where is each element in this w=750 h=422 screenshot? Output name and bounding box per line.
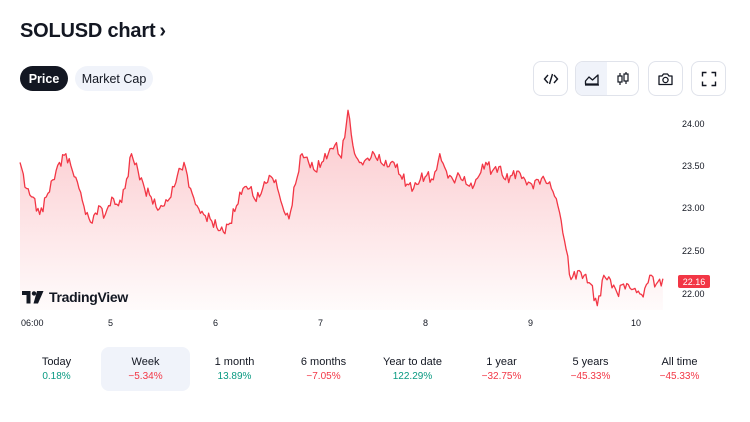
chevron-right-icon: › — [159, 20, 166, 42]
period-label: 5 years — [572, 356, 609, 368]
y-tick-label: 22.50 — [682, 246, 705, 256]
period-change: 0.18% — [42, 371, 71, 382]
chart-style-toggle — [575, 61, 639, 96]
period-1-year[interactable]: 1 year −32.75% — [457, 347, 546, 391]
period-performance-bar: Today 0.18% Week −5.34% 1 month 13.89% 6… — [12, 347, 724, 391]
last-price-tag: 22.16 — [678, 275, 710, 288]
period-today[interactable]: Today 0.18% — [12, 347, 101, 391]
fullscreen-button[interactable] — [691, 61, 726, 96]
candlestick-icon — [616, 71, 629, 85]
period-label: 1 month — [214, 356, 255, 368]
x-tick-label: 10 — [631, 318, 642, 328]
y-tick-label: 24.00 — [682, 119, 705, 129]
period-change: 122.29% — [392, 371, 433, 382]
x-tick-label: 06:00 — [21, 318, 44, 328]
tradingview-logo-icon — [22, 290, 44, 303]
x-tick-label: 8 — [423, 318, 429, 328]
period-label: All time — [661, 356, 698, 368]
period-change: −32.75% — [481, 371, 522, 382]
period-week[interactable]: Week −5.34% — [101, 347, 190, 391]
snapshot-button[interactable] — [648, 61, 683, 96]
period-label: 6 months — [300, 356, 347, 368]
candlestick-chart-button[interactable] — [607, 62, 638, 95]
fullscreen-icon — [701, 71, 716, 86]
embed-button[interactable] — [533, 61, 568, 96]
chart-title-link[interactable]: SOLUSD chart › — [20, 20, 166, 43]
tradingview-logo-text: TradingView — [49, 289, 128, 305]
x-tick-label: 7 — [318, 318, 324, 328]
tab-price[interactable]: Price — [20, 66, 68, 91]
period-year-to-date[interactable]: Year to date 122.29% — [368, 347, 457, 391]
period-change: −45.33% — [570, 371, 611, 382]
period-label: 1 year — [486, 356, 517, 368]
price-area-fill — [20, 110, 663, 310]
price-chart[interactable] — [0, 100, 680, 315]
period-5-years[interactable]: 5 years −45.33% — [546, 347, 635, 391]
period-label: Year to date — [383, 356, 442, 368]
period-change: −7.05% — [306, 371, 341, 382]
tab-market-cap[interactable]: Market Cap — [75, 66, 153, 91]
period-change: −45.33% — [659, 371, 700, 382]
y-tick-label: 23.00 — [682, 203, 705, 213]
x-tick-label: 6 — [213, 318, 219, 328]
period-label: Today — [41, 356, 72, 368]
area-chart-button[interactable] — [576, 62, 607, 95]
period-1-month[interactable]: 1 month 13.89% — [190, 347, 279, 391]
page-title: SOLUSD chart — [20, 20, 156, 42]
tradingview-logo[interactable]: TradingView — [22, 289, 128, 305]
period-6-months[interactable]: 6 months −7.05% — [279, 347, 368, 391]
period-change: −5.34% — [128, 371, 163, 382]
price-line — [19, 109, 664, 307]
y-tick-label: 23.50 — [682, 161, 705, 171]
period-label: Week — [131, 356, 160, 368]
y-tick-label: 22.00 — [682, 289, 705, 299]
x-tick-label: 9 — [528, 318, 534, 328]
camera-icon — [658, 72, 673, 85]
area-chart-icon — [584, 73, 599, 86]
period-all-time[interactable]: All time −45.33% — [635, 347, 724, 391]
period-change: 13.89% — [217, 371, 252, 382]
embed-code-icon — [543, 73, 558, 84]
x-tick-label: 5 — [108, 318, 114, 328]
